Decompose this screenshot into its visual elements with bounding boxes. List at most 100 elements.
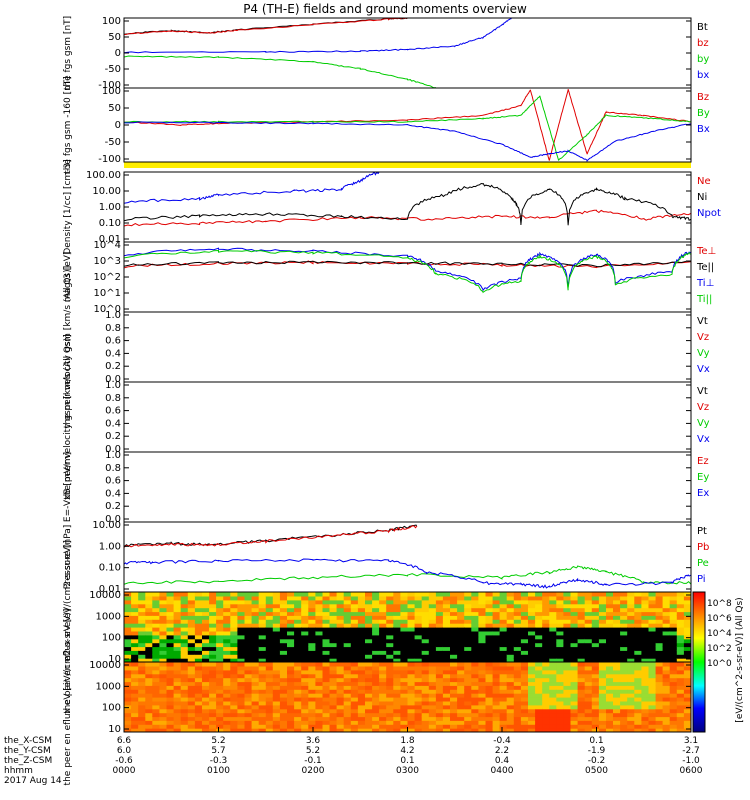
heatmap-cell <box>662 665 671 671</box>
heatmap-cell <box>187 630 196 636</box>
heatmap-cell <box>570 662 579 667</box>
heatmap-cell <box>145 662 153 667</box>
heatmap-cell <box>216 615 224 620</box>
heatmap-cell <box>329 665 338 671</box>
heatmap-cell <box>329 662 338 667</box>
heatmap-cell <box>145 685 153 690</box>
heatmap-cell <box>209 607 217 613</box>
heatmap-cell <box>308 685 316 690</box>
heatmap-cell <box>279 607 288 613</box>
heatmap-cell <box>464 595 472 601</box>
heatmap-cell <box>662 712 671 718</box>
heatmap-cell <box>627 685 635 690</box>
heatmap-cell <box>386 634 394 640</box>
heatmap-cell <box>145 724 153 729</box>
heatmap-cell <box>520 724 529 729</box>
heatmap-cell <box>506 716 515 721</box>
heatmap-cell <box>662 697 671 702</box>
heatmap-cell <box>627 611 635 616</box>
heatmap-cell <box>265 615 274 620</box>
heatmap-cell <box>216 712 224 718</box>
heatmap-cell <box>393 658 401 662</box>
heatmap-cell <box>435 677 444 683</box>
heatmap-cell <box>279 685 288 690</box>
heatmap-cell <box>343 716 352 721</box>
heatmap-cell <box>400 700 409 706</box>
heatmap-cell <box>655 646 664 651</box>
heatmap-cell <box>634 704 642 710</box>
heatmap-cell <box>308 658 316 662</box>
ytick-label: 0 <box>115 120 121 131</box>
heatmap-cell <box>216 700 224 706</box>
ytick-label: 0.10 <box>99 563 121 574</box>
heatmap-cell <box>669 595 678 601</box>
heatmap-cell <box>202 634 210 640</box>
heatmap-cell <box>570 724 579 729</box>
heatmap-cell <box>159 642 168 648</box>
heatmap-cell <box>591 704 600 710</box>
legend-item: Vx <box>697 434 710 445</box>
heatmap-cell <box>244 689 253 694</box>
heatmap-cell <box>542 646 550 651</box>
heatmap-cell <box>166 665 175 671</box>
heatmap-cell <box>520 693 529 698</box>
heatmap-cell <box>301 689 309 694</box>
heatmap-cell <box>457 697 465 702</box>
heatmap-cell <box>641 665 650 671</box>
heatmap-cell <box>386 611 394 616</box>
heatmap-cell <box>676 650 685 655</box>
heatmap-cell <box>563 607 572 613</box>
heatmap-cell <box>343 599 352 605</box>
heatmap-cell <box>435 650 444 655</box>
heatmap-cell <box>357 603 366 609</box>
heatmap-cell <box>606 665 614 671</box>
heatmap-cell <box>152 704 160 710</box>
heatmap-cell <box>450 646 458 651</box>
heatmap-cell <box>329 638 338 644</box>
heatmap-cell <box>379 603 387 609</box>
heatmap-cell <box>513 599 522 605</box>
heatmap-cell <box>343 595 352 601</box>
heatmap-cell <box>336 728 345 732</box>
heatmap-cell <box>478 611 487 616</box>
heatmap-cell <box>194 689 203 694</box>
heatmap-cell <box>542 642 550 648</box>
legend-item: by <box>697 54 709 65</box>
heatmap-cell <box>627 681 635 686</box>
heatmap-cell <box>202 650 210 655</box>
heatmap-cell <box>138 592 146 597</box>
heatmap-cell <box>152 611 160 616</box>
heatmap-cell <box>457 599 465 605</box>
heatmap-cell <box>336 646 345 651</box>
heatmap-cell <box>499 677 508 683</box>
heatmap-cell <box>393 712 401 718</box>
heatmap-cell <box>145 665 153 671</box>
heatmap-cell <box>492 638 501 644</box>
heatmap-cell <box>499 615 508 620</box>
heatmap-cell <box>166 681 175 686</box>
heatmap-cell <box>279 642 288 648</box>
y-axis-label: the fgs gsm [nT] <box>63 16 73 90</box>
heatmap-cell <box>655 681 664 686</box>
legend-item: Npot <box>697 208 721 219</box>
heatmap-cell <box>676 630 685 636</box>
heatmap-cell <box>365 716 373 721</box>
heatmap-cell <box>251 658 260 662</box>
heatmap-cell <box>166 658 175 662</box>
heatmap-cell <box>485 595 494 601</box>
heatmap-cell <box>513 592 522 597</box>
heatmap-cell <box>478 685 487 690</box>
heatmap-cell <box>294 615 302 620</box>
heatmap-cell <box>520 677 529 683</box>
heatmap-cell <box>372 685 380 690</box>
heatmap-cell <box>145 708 153 714</box>
heatmap-cell <box>279 724 288 729</box>
series-Pi <box>124 558 691 589</box>
heatmap-cell <box>492 611 501 616</box>
heatmap-cell <box>584 724 593 729</box>
heatmap-cell <box>223 697 231 702</box>
heatmap-cell <box>620 623 628 628</box>
heatmap-cell <box>379 607 387 613</box>
heatmap-cell <box>577 611 586 616</box>
heatmap-cell <box>577 662 586 667</box>
